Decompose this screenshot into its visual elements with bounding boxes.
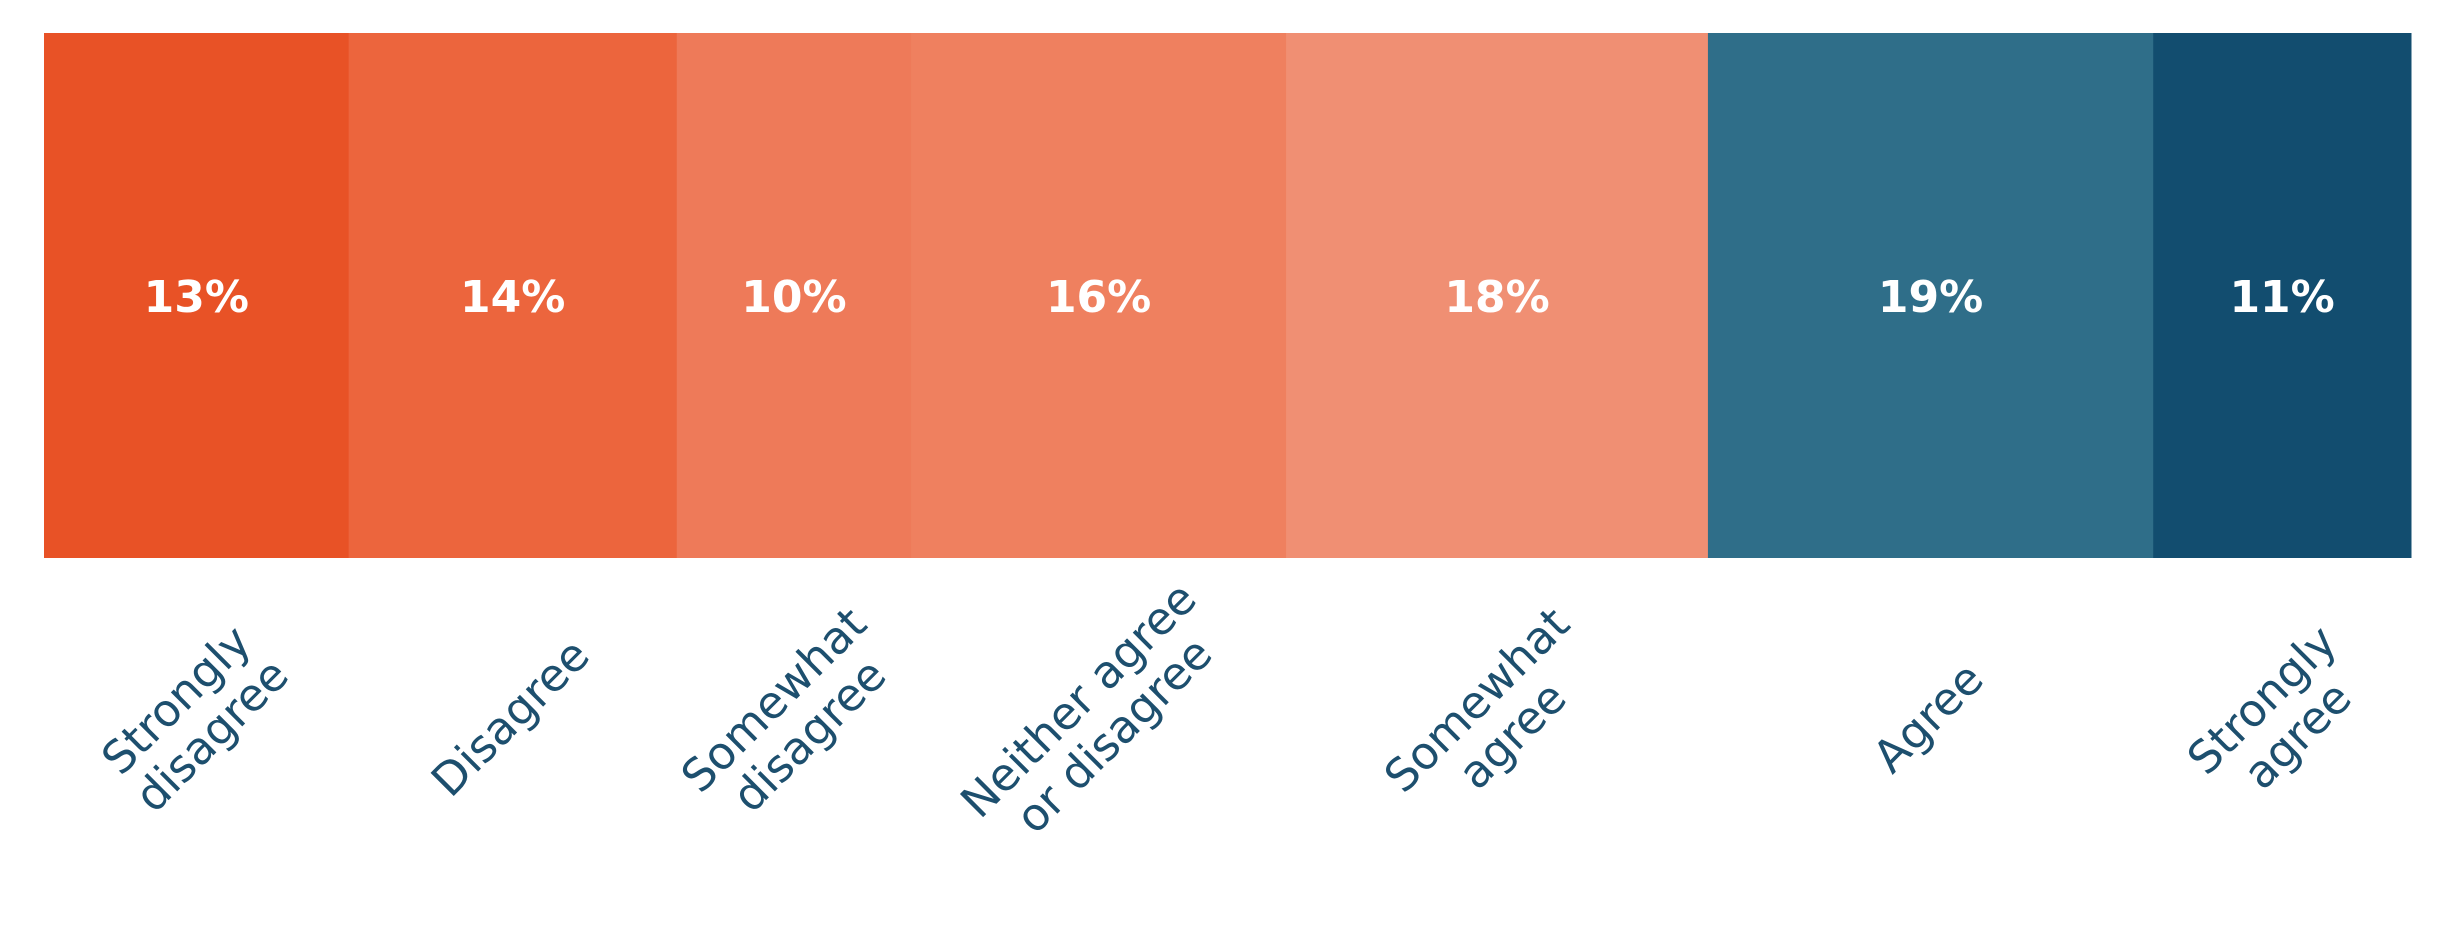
value-label-agree: 19% <box>1878 272 1983 323</box>
bar-segment-neither-agree-or-disagree <box>911 33 1287 558</box>
category-label-disagree: Disagree <box>421 628 600 807</box>
value-label-disagree: 14% <box>460 272 565 323</box>
bar-segment-strongly-disagree <box>44 33 350 558</box>
category-label-agree: Agree <box>1863 652 1994 783</box>
bar-segment-strongly-agree <box>2153 33 2412 558</box>
value-labels: 13% 14% 10% 16% 18% 19% 11% <box>144 272 2335 323</box>
value-label-strongly-disagree: 13% <box>144 272 249 323</box>
category-label-line: Agree <box>1863 652 1994 783</box>
bar-segments <box>44 33 2412 558</box>
value-label-neither-agree-or-disagree: 16% <box>1046 272 1151 323</box>
category-label-line: Disagree <box>421 628 600 807</box>
bar-segment-somewhat-agree <box>1286 33 1709 558</box>
bar-segment-disagree <box>348 33 678 558</box>
value-label-strongly-agree: 11% <box>2229 272 2334 323</box>
bar-segment-agree <box>1707 33 2154 558</box>
value-label-somewhat-disagree: 10% <box>741 272 846 323</box>
bar-segment-somewhat-disagree <box>676 33 912 558</box>
value-label-somewhat-agree: 18% <box>1444 272 1549 323</box>
